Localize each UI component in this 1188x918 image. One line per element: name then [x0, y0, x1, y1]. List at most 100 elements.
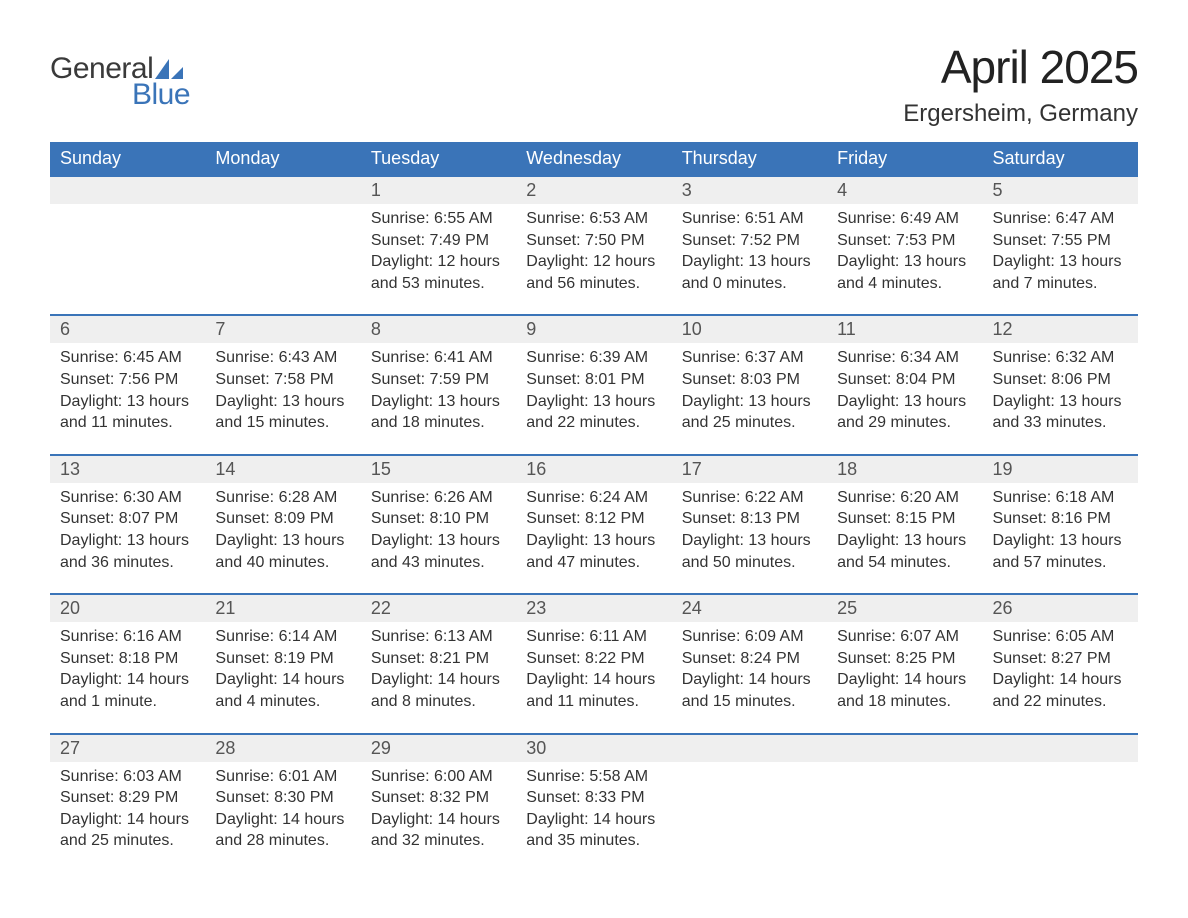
column-header: Tuesday — [361, 142, 516, 176]
sunrise-prefix: Sunrise: — [526, 628, 589, 645]
day-detail-cell: Sunrise: 6:55 AMSunset: 7:49 PMDaylight:… — [361, 204, 516, 315]
day-number-cell: 28 — [205, 734, 360, 762]
location: Ergersheim, Germany — [903, 100, 1138, 128]
day-detail-cell: Sunrise: 6:28 AMSunset: 8:09 PMDaylight:… — [205, 483, 360, 594]
day-detail-cell: Sunrise: 6:24 AMSunset: 8:12 PMDaylight:… — [516, 483, 671, 594]
detail-row: Sunrise: 6:16 AMSunset: 8:18 PMDaylight:… — [50, 622, 1138, 733]
daylight-line: Daylight: 13 hours and 57 minutes. — [993, 530, 1128, 573]
daylight-line: Daylight: 14 hours and 8 minutes. — [371, 669, 506, 712]
daylight-prefix: Daylight: — [993, 671, 1060, 688]
sunset-value: 8:04 PM — [896, 371, 956, 388]
daylight-line: Daylight: 14 hours and 1 minute. — [60, 669, 195, 712]
sunrise-prefix: Sunrise: — [993, 210, 1056, 227]
sunrise-value: 6:26 AM — [434, 489, 493, 506]
month-title: April 2025 — [903, 40, 1138, 94]
sunset-prefix: Sunset: — [682, 371, 741, 388]
sunset-line: Sunset: 7:49 PM — [371, 230, 506, 252]
sunset-line: Sunset: 8:32 PM — [371, 787, 506, 809]
detail-row: Sunrise: 6:30 AMSunset: 8:07 PMDaylight:… — [50, 483, 1138, 594]
sunrise-line: Sunrise: 6:14 AM — [215, 626, 350, 648]
day-detail-cell: Sunrise: 6:18 AMSunset: 8:16 PMDaylight:… — [983, 483, 1138, 594]
sunset-value: 7:52 PM — [740, 232, 800, 249]
sunset-line: Sunset: 8:18 PM — [60, 648, 195, 670]
sunrise-value: 6:16 AM — [123, 628, 182, 645]
sunrise-line: Sunrise: 6:07 AM — [837, 626, 972, 648]
day-number-cell: 17 — [672, 455, 827, 483]
sunrise-value: 6:09 AM — [745, 628, 804, 645]
column-header: Wednesday — [516, 142, 671, 176]
daylight-prefix: Daylight: — [993, 393, 1060, 410]
sunrise-line: Sunrise: 6:20 AM — [837, 487, 972, 509]
sunrise-value: 5:58 AM — [589, 768, 648, 785]
day-number-cell: 15 — [361, 455, 516, 483]
day-detail-cell — [827, 762, 982, 872]
day-number-cell: 24 — [672, 594, 827, 622]
sunset-line: Sunset: 7:56 PM — [60, 369, 195, 391]
sunset-value: 8:01 PM — [585, 371, 645, 388]
sunrise-line: Sunrise: 6:53 AM — [526, 208, 661, 230]
sunset-prefix: Sunset: — [993, 650, 1052, 667]
sunset-prefix: Sunset: — [993, 371, 1052, 388]
daylight-line: Daylight: 14 hours and 18 minutes. — [837, 669, 972, 712]
sunset-prefix: Sunset: — [371, 510, 430, 527]
day-detail-cell — [983, 762, 1138, 872]
day-number-cell: 7 — [205, 315, 360, 343]
daylight-line: Daylight: 13 hours and 33 minutes. — [993, 391, 1128, 434]
day-detail-cell: Sunrise: 6:07 AMSunset: 8:25 PMDaylight:… — [827, 622, 982, 733]
header: General Blue April 2025 Ergersheim, Germ… — [50, 40, 1138, 128]
daylight-line: Daylight: 13 hours and 18 minutes. — [371, 391, 506, 434]
sunrise-line: Sunrise: 6:24 AM — [526, 487, 661, 509]
sunrise-line: Sunrise: 6:18 AM — [993, 487, 1128, 509]
day-number-cell: 10 — [672, 315, 827, 343]
day-number-cell: 30 — [516, 734, 671, 762]
sunrise-value: 6:22 AM — [745, 489, 804, 506]
sunset-line: Sunset: 8:21 PM — [371, 648, 506, 670]
sunrise-value: 6:45 AM — [123, 349, 182, 366]
daylight-prefix: Daylight: — [837, 671, 904, 688]
daynum-row: 13141516171819 — [50, 455, 1138, 483]
sunrise-line: Sunrise: 6:16 AM — [60, 626, 195, 648]
day-number-cell — [205, 176, 360, 204]
sunset-line: Sunset: 8:19 PM — [215, 648, 350, 670]
sunrise-prefix: Sunrise: — [371, 768, 434, 785]
sunrise-prefix: Sunrise: — [215, 489, 278, 506]
sunset-value: 8:32 PM — [430, 789, 490, 806]
sunset-prefix: Sunset: — [215, 650, 274, 667]
day-detail-cell: Sunrise: 6:32 AMSunset: 8:06 PMDaylight:… — [983, 343, 1138, 454]
daylight-prefix: Daylight: — [682, 532, 749, 549]
detail-row: Sunrise: 6:55 AMSunset: 7:49 PMDaylight:… — [50, 204, 1138, 315]
sunrise-value: 6:39 AM — [589, 349, 648, 366]
daylight-line: Daylight: 13 hours and 22 minutes. — [526, 391, 661, 434]
daylight-prefix: Daylight: — [371, 393, 438, 410]
day-number-cell — [983, 734, 1138, 762]
daylight-line: Daylight: 13 hours and 40 minutes. — [215, 530, 350, 573]
daylight-line: Daylight: 14 hours and 4 minutes. — [215, 669, 350, 712]
sunset-value: 8:09 PM — [274, 510, 334, 527]
day-detail-cell: Sunrise: 6:53 AMSunset: 7:50 PMDaylight:… — [516, 204, 671, 315]
sunrise-line: Sunrise: 6:49 AM — [837, 208, 972, 230]
title-block: April 2025 Ergersheim, Germany — [903, 40, 1138, 128]
sunrise-prefix: Sunrise: — [371, 489, 434, 506]
day-detail-cell: Sunrise: 6:41 AMSunset: 7:59 PMDaylight:… — [361, 343, 516, 454]
sunrise-line: Sunrise: 6:39 AM — [526, 347, 661, 369]
sunrise-value: 6:43 AM — [279, 349, 338, 366]
column-header: Sunday — [50, 142, 205, 176]
sunset-prefix: Sunset: — [371, 371, 430, 388]
daylight-prefix: Daylight: — [993, 532, 1060, 549]
day-number-cell: 22 — [361, 594, 516, 622]
sunrise-value: 6:00 AM — [434, 768, 493, 785]
sunset-value: 7:59 PM — [430, 371, 490, 388]
sunrise-line: Sunrise: 6:13 AM — [371, 626, 506, 648]
day-detail-cell: Sunrise: 6:01 AMSunset: 8:30 PMDaylight:… — [205, 762, 360, 872]
column-header: Thursday — [672, 142, 827, 176]
sunset-value: 8:27 PM — [1051, 650, 1111, 667]
sunrise-line: Sunrise: 6:30 AM — [60, 487, 195, 509]
daylight-line: Daylight: 13 hours and 0 minutes. — [682, 251, 817, 294]
sunrise-prefix: Sunrise: — [682, 628, 745, 645]
day-detail-cell — [50, 204, 205, 315]
daylight-line: Daylight: 13 hours and 7 minutes. — [993, 251, 1128, 294]
sunset-line: Sunset: 7:53 PM — [837, 230, 972, 252]
day-detail-cell: Sunrise: 6:03 AMSunset: 8:29 PMDaylight:… — [50, 762, 205, 872]
sunset-line: Sunset: 8:29 PM — [60, 787, 195, 809]
sunrise-value: 6:47 AM — [1056, 210, 1115, 227]
